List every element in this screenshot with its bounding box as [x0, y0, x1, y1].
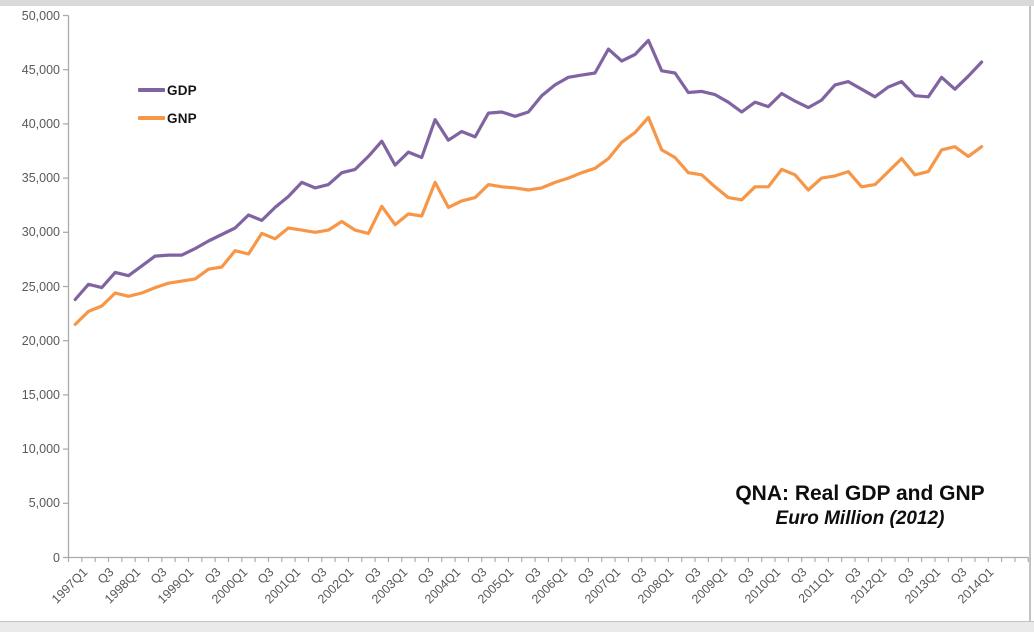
y-tick-label: 25,000	[21, 279, 60, 294]
y-tick-label: 0	[53, 550, 60, 565]
y-tick-label: 45,000	[21, 62, 60, 77]
y-tick-label: 40,000	[21, 116, 60, 131]
y-tick-label: 20,000	[21, 333, 60, 348]
window-chrome-right-edge	[1029, 6, 1031, 621]
window-chrome-top	[0, 0, 1034, 6]
y-tick-label: 30,000	[21, 225, 60, 240]
legend-item-gdp: GDP	[138, 81, 197, 99]
gnp-line-swatch	[138, 116, 165, 120]
legend-item-gnp: GNP	[138, 109, 197, 127]
chart-subtitle: Euro Million (2012)	[775, 508, 945, 529]
legend-label-gdp: GDP	[167, 82, 197, 98]
gdp-line-swatch	[138, 88, 165, 92]
y-tick-label: 50,000	[21, 8, 60, 23]
gnp-line	[73, 115, 984, 326]
legend: GDP GNP	[138, 81, 197, 137]
window-chrome-bottom	[0, 621, 1034, 632]
y-tick-label: 35,000	[21, 171, 60, 186]
y-tick-label: 10,000	[21, 442, 60, 457]
y-tick-label: 15,000	[21, 387, 60, 402]
chart-title: QNA: Real GDP and GNP	[735, 482, 985, 505]
legend-label-gnp: GNP	[167, 110, 197, 126]
y-tick-label: 5,000	[28, 496, 60, 511]
gdp-line	[73, 38, 984, 302]
chart-title-block: QNA: Real GDP and GNP Euro Million (2012…	[715, 481, 1005, 532]
